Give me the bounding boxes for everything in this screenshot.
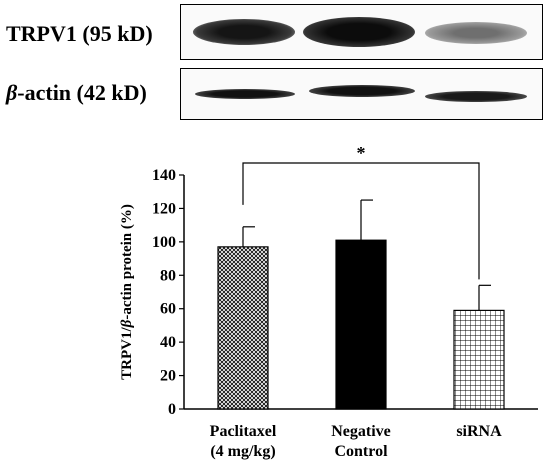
y-axis-title: TRPV1/β-actin protein (%): [119, 204, 135, 380]
x-category-label-2-line1: siRNA: [456, 423, 502, 440]
blot-band-trpv1-2: [303, 17, 415, 47]
bar-2: [453, 309, 505, 410]
x-category-labels: Paclitaxel (4 mg/kg) Negative Control siRNA: [210, 423, 502, 460]
blot-trpv1: [180, 4, 543, 60]
significance-line: [242, 162, 480, 280]
y-axis-label-part-2: -actin protein (%): [119, 204, 135, 320]
error-bars: [242, 199, 491, 311]
x-category-label-0-line1: Paclitaxel: [210, 423, 277, 440]
bar-0: [217, 246, 269, 410]
y-tick-label-0: 0: [168, 401, 176, 418]
significance-bracket: *: [242, 143, 480, 280]
blot-band-actin-3: [425, 91, 527, 102]
y-tick-label-100: 100: [152, 234, 176, 251]
blot-label-trpv1-text: TRPV1 (95 kD): [6, 21, 153, 46]
bars: [217, 239, 505, 410]
bar-1: [335, 239, 387, 410]
y-axis-label-beta: β: [119, 319, 135, 328]
x-category-label-1-line1: Negative: [331, 423, 391, 440]
blot-band-trpv1-3: [425, 22, 527, 44]
blot-band-actin-2: [309, 85, 415, 97]
significance-star: *: [357, 143, 366, 163]
x-category-label-0-line2: (4 mg/kg): [210, 443, 275, 460]
blot-band-trpv1-1: [193, 19, 295, 45]
y-tick-label-80: 80: [160, 267, 176, 284]
y-tick-label-60: 60: [160, 301, 176, 318]
blot-label-trpv1: TRPV1 (95 kD): [6, 21, 153, 47]
blot-band-actin-1: [195, 89, 295, 99]
y-axis-label-part-1: TRPV1/: [119, 327, 135, 380]
y-tick-label-40: 40: [160, 334, 176, 351]
y-tick-label-140: 140: [152, 167, 176, 184]
blot-actin: [180, 68, 543, 120]
blot-label-beta-symbol: β: [6, 80, 18, 105]
y-tick-label-20: 20: [160, 368, 176, 385]
blot-label-actin: β-actin (42 kD): [6, 80, 147, 106]
blot-label-actin-text: -actin (42 kD): [17, 80, 147, 105]
x-category-label-1-line2: Control: [334, 443, 388, 460]
y-tick-label-120: 120: [152, 200, 176, 217]
y-axis-label: TRPV1/β-actin protein (%): [119, 204, 135, 380]
